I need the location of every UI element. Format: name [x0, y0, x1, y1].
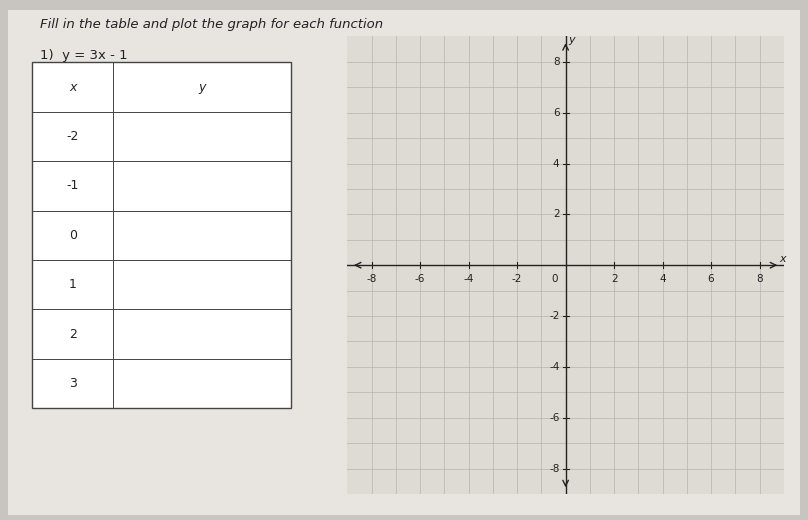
Text: -8: -8 [549, 463, 560, 474]
Text: y: y [198, 81, 206, 94]
Text: Fill in the table and plot the graph for each function: Fill in the table and plot the graph for… [40, 18, 384, 31]
Text: x: x [69, 81, 77, 94]
Text: 6: 6 [553, 108, 560, 118]
Text: 4: 4 [553, 159, 560, 168]
Text: 3: 3 [69, 377, 77, 390]
Text: -6: -6 [415, 274, 425, 284]
Text: -4: -4 [464, 274, 473, 284]
Text: -6: -6 [549, 413, 560, 423]
Text: 2: 2 [611, 274, 617, 284]
Text: -2: -2 [66, 130, 79, 143]
Text: -4: -4 [549, 362, 560, 372]
Text: x: x [779, 254, 786, 264]
Text: 1: 1 [69, 278, 77, 291]
Text: -1: -1 [66, 179, 79, 192]
Text: 8: 8 [553, 57, 560, 67]
Text: 8: 8 [756, 274, 763, 284]
Bar [32, 62, 291, 408]
Text: y: y [568, 35, 575, 45]
Text: 0: 0 [69, 229, 77, 242]
Text: 4: 4 [659, 274, 666, 284]
Text: 2: 2 [69, 328, 77, 341]
Text: -2: -2 [512, 274, 522, 284]
Text: 2: 2 [553, 210, 560, 219]
Text: 6: 6 [708, 274, 714, 284]
Text: 1)  y = 3x - 1: 1) y = 3x - 1 [40, 49, 128, 62]
Text: 0: 0 [552, 274, 558, 284]
Text: -8: -8 [367, 274, 377, 284]
Text: -2: -2 [549, 311, 560, 321]
